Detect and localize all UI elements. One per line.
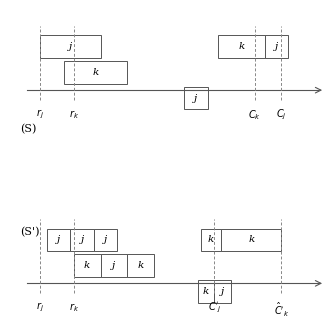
FancyBboxPatch shape (265, 35, 288, 58)
Text: k: k (248, 235, 254, 244)
Text: k: k (84, 261, 90, 270)
FancyBboxPatch shape (221, 229, 281, 251)
Text: k: k (208, 235, 214, 244)
Text: k: k (138, 261, 144, 270)
Text: j: j (221, 287, 224, 296)
FancyBboxPatch shape (198, 280, 214, 303)
Text: (S): (S) (20, 124, 37, 134)
Text: $\hat{C}'_k$: $\hat{C}'_k$ (274, 301, 289, 319)
Text: j: j (112, 261, 116, 270)
Text: j: j (275, 42, 278, 51)
Text: $C_j$: $C_j$ (276, 108, 287, 122)
Text: (S'): (S') (20, 227, 40, 237)
Text: $r_k$: $r_k$ (69, 301, 79, 314)
FancyBboxPatch shape (47, 229, 70, 251)
FancyBboxPatch shape (94, 229, 117, 251)
FancyBboxPatch shape (64, 61, 127, 84)
Text: $C_k$: $C_k$ (248, 108, 261, 122)
Text: k: k (92, 68, 98, 77)
FancyBboxPatch shape (127, 254, 154, 277)
Text: j: j (69, 42, 72, 51)
FancyBboxPatch shape (201, 229, 221, 251)
Text: k: k (238, 42, 244, 51)
Text: $r_k$: $r_k$ (69, 108, 79, 121)
Text: j: j (104, 235, 107, 244)
FancyBboxPatch shape (100, 254, 127, 277)
FancyBboxPatch shape (74, 254, 100, 277)
Text: j: j (80, 235, 84, 244)
FancyBboxPatch shape (40, 35, 100, 58)
Text: $r_j$: $r_j$ (36, 108, 44, 121)
Text: j: j (57, 235, 60, 244)
Text: k: k (203, 287, 209, 296)
Text: $r_j$: $r_j$ (36, 301, 44, 315)
Text: $C'_j$: $C'_j$ (208, 301, 221, 316)
FancyBboxPatch shape (214, 280, 231, 303)
FancyBboxPatch shape (70, 229, 94, 251)
FancyBboxPatch shape (184, 87, 208, 109)
FancyBboxPatch shape (218, 35, 265, 58)
Text: j: j (194, 94, 198, 103)
